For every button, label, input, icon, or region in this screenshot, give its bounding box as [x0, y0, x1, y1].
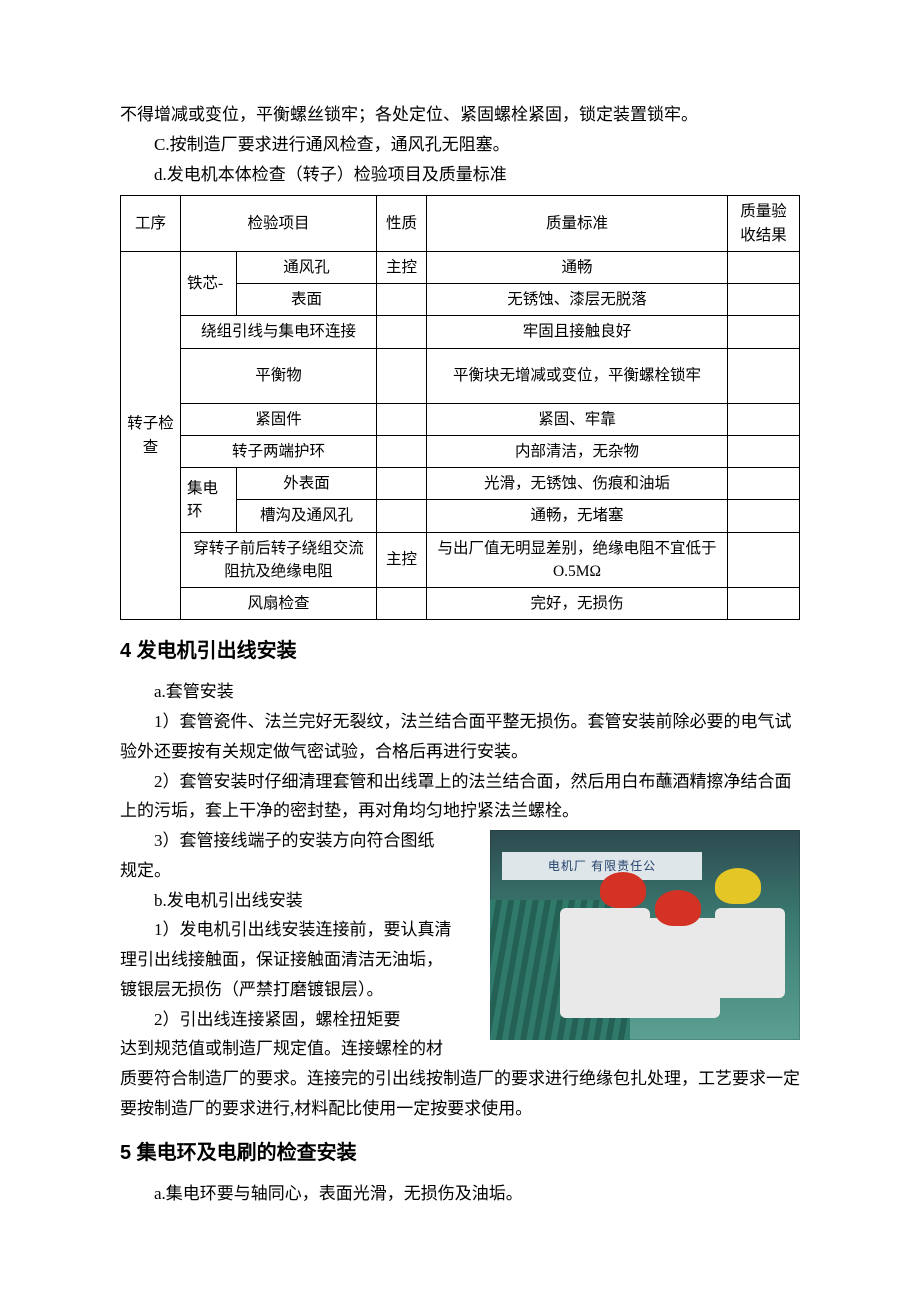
result: [728, 348, 800, 403]
s4-wrap-block: 电机厂 有限责任公 3）套管接线端子的安装方向符合图纸 规定。 b.发电机引出线…: [120, 826, 800, 1064]
table-row: 转子两端护环 内部清洁，无杂物: [121, 435, 800, 467]
item-a: 集电环: [181, 468, 237, 533]
hardhat-icon: [715, 868, 761, 904]
section5-title: 5 集电环及电刷的检查安装: [120, 1136, 800, 1171]
item-span: 转子两端护环: [181, 435, 377, 467]
table-header-row: 工序 检验项目 性质 质量标准 质量验收结果: [121, 196, 800, 252]
section4-title: 4 发电机引出线安装: [120, 634, 800, 669]
nature: 主控: [377, 532, 427, 588]
nature: [377, 316, 427, 348]
item-span: 平衡物: [181, 348, 377, 403]
item-b: 槽沟及通风孔: [237, 500, 377, 532]
item-b: 通风孔: [237, 251, 377, 283]
std: 平衡块无增减或变位，平衡螺栓锁牢: [427, 348, 728, 403]
workers-photo: 电机厂 有限责任公: [490, 830, 800, 1040]
photo-worker-shirt: [715, 908, 785, 998]
nature: 主控: [377, 251, 427, 283]
th-nature: 性质: [377, 196, 427, 252]
nature: [377, 588, 427, 620]
std: 与出厂值无明显差别，绝缘电阻不宜低于 O.5MΩ: [427, 532, 728, 588]
nature: [377, 435, 427, 467]
proc-cell: 转子检查: [121, 251, 181, 620]
document-page: 不得增减或变位，平衡螺丝锁牢；各处定位、紧固螺栓紧固，锁定装置锁牢。 C.按制造…: [0, 0, 920, 1288]
item-a: 铁芯-: [181, 251, 237, 316]
result: [728, 403, 800, 435]
result: [728, 251, 800, 283]
th-std: 质量标准: [427, 196, 728, 252]
result: [728, 435, 800, 467]
nature: [377, 284, 427, 316]
item-span: 绕组引线与集电环连接: [181, 316, 377, 348]
table-row: 集电环 外表面 光滑，无锈蚀、伤痕和油垢: [121, 468, 800, 500]
table-row: 紧固件 紧固、牢靠: [121, 403, 800, 435]
std: 无锈蚀、漆层无脱落: [427, 284, 728, 316]
std: 紧固、牢靠: [427, 403, 728, 435]
std: 牢固且接触良好: [427, 316, 728, 348]
table-row: 平衡物 平衡块无增减或变位，平衡螺栓锁牢: [121, 348, 800, 403]
result: [728, 468, 800, 500]
table-row: 转子检查 铁芯- 通风孔 主控 通畅: [121, 251, 800, 283]
item-b: 外表面: [237, 468, 377, 500]
s4-a2: 2）套管安装时仔细清理套管和出线罩上的法兰结合面，然后用白布蘸酒精擦净结合面上的…: [120, 767, 800, 827]
std: 内部清洁，无杂物: [427, 435, 728, 467]
table-row: 绕组引线与集电环连接 牢固且接触良好: [121, 316, 800, 348]
s5-a: a.集电环要与轴同心，表面光滑，无损伤及油垢。: [120, 1179, 800, 1209]
table-row: 穿转子前后转子绕组交流阻抗及绝缘电阻 主控 与出厂值无明显差别，绝缘电阻不宜低于…: [121, 532, 800, 588]
hardhat-icon: [655, 890, 701, 926]
result: [728, 500, 800, 532]
inspection-table: 工序 检验项目 性质 质量标准 质量验收结果 转子检查 铁芯- 通风孔 主控 通…: [120, 195, 800, 620]
table-row: 风扇检查 完好，无损伤: [121, 588, 800, 620]
nature: [377, 500, 427, 532]
photo-banner-text: 电机厂 有限责任公: [502, 852, 702, 880]
intro-line-3: d.发电机本体检查（转子）检验项目及质量标准: [120, 160, 800, 190]
nature: [377, 403, 427, 435]
intro-line-1: 不得增减或变位，平衡螺丝锁牢；各处定位、紧固螺栓紧固，锁定装置锁牢。: [120, 100, 800, 130]
s4-b2-tail: 质要符合制造厂的要求。连接完的引出线按制造厂的要求进行绝缘包扎处理，工艺要求一定…: [120, 1064, 800, 1124]
hardhat-icon: [600, 872, 646, 908]
std: 通畅，无堵塞: [427, 500, 728, 532]
th-proc: 工序: [121, 196, 181, 252]
s4-a-label: a.套管安装: [120, 677, 800, 707]
result: [728, 284, 800, 316]
intro-line-2: C.按制造厂要求进行通风检查，通风孔无阻塞。: [120, 130, 800, 160]
std: 通畅: [427, 251, 728, 283]
std: 完好，无损伤: [427, 588, 728, 620]
item-span: 风扇检查: [181, 588, 377, 620]
item-span: 穿转子前后转子绕组交流阻抗及绝缘电阻: [181, 532, 377, 588]
nature: [377, 348, 427, 403]
result: [728, 588, 800, 620]
photo-worker-shirt: [560, 908, 650, 1018]
result: [728, 532, 800, 588]
item-span: 紧固件: [181, 403, 377, 435]
nature: [377, 468, 427, 500]
s4-a1: 1）套管瓷件、法兰完好无裂纹，法兰结合面平整无损伤。套管安装前除必要的电气试验外…: [120, 707, 800, 767]
std: 光滑，无锈蚀、伤痕和油垢: [427, 468, 728, 500]
item-b: 表面: [237, 284, 377, 316]
photo-worker-shirt: [640, 918, 720, 1018]
th-item: 检验项目: [181, 196, 377, 252]
th-result: 质量验收结果: [728, 196, 800, 252]
result: [728, 316, 800, 348]
